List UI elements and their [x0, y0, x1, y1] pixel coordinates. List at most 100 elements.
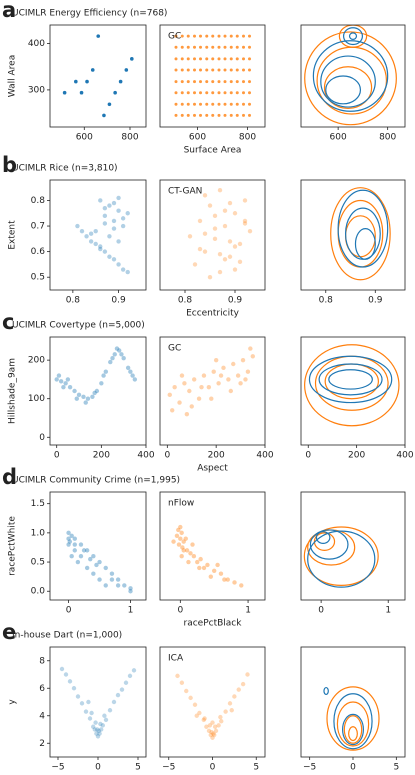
point	[217, 34, 221, 38]
point	[174, 68, 178, 72]
point	[242, 68, 245, 72]
method-label: nFlow	[168, 499, 194, 509]
point	[232, 244, 238, 249]
point	[118, 79, 123, 84]
point	[75, 694, 81, 699]
point	[199, 384, 204, 390]
method-label: GC	[168, 344, 181, 354]
point	[213, 728, 219, 734]
point	[188, 695, 193, 701]
point	[208, 574, 214, 579]
point	[93, 228, 98, 234]
point	[235, 68, 239, 72]
y-tick-label: 0.5	[31, 273, 45, 283]
point	[201, 717, 206, 723]
point	[248, 68, 251, 72]
point	[223, 45, 227, 49]
point	[188, 551, 193, 556]
y-tick-label: 0.0	[31, 587, 46, 597]
point	[96, 34, 101, 38]
point	[115, 583, 121, 588]
point	[84, 548, 90, 553]
point	[94, 388, 100, 394]
point	[210, 720, 215, 725]
contour-line	[315, 531, 331, 544]
point	[72, 542, 77, 547]
x-tick-label: 800	[239, 133, 256, 143]
point	[97, 731, 102, 736]
y-tick-label: 300	[28, 85, 45, 95]
point	[170, 408, 175, 413]
point	[88, 231, 94, 236]
point	[111, 218, 117, 224]
point	[90, 394, 95, 399]
point	[87, 716, 93, 721]
point	[91, 724, 96, 729]
point	[98, 198, 103, 203]
point	[128, 589, 133, 594]
point	[212, 724, 218, 729]
x-tick-label: 800	[379, 133, 396, 143]
point	[212, 732, 217, 738]
point	[187, 388, 192, 394]
point	[107, 254, 112, 259]
point	[229, 80, 233, 84]
point	[174, 533, 180, 538]
panel-letter: d	[2, 465, 17, 489]
y-tick-label: 400	[28, 39, 45, 49]
point	[211, 45, 215, 49]
axes-frame	[300, 646, 406, 758]
point	[197, 218, 203, 224]
plot-area	[304, 344, 400, 427]
y-axis-label: racePctWhite	[8, 516, 18, 576]
x-tick-label: −5	[303, 763, 316, 773]
point	[186, 45, 190, 49]
point	[123, 680, 129, 685]
point	[180, 68, 184, 72]
x-tick-label: 0.8	[178, 296, 193, 306]
plot-area	[187, 188, 253, 280]
point	[223, 102, 227, 106]
point	[125, 269, 130, 275]
point	[78, 542, 84, 547]
y-tick-label: 6	[39, 684, 45, 694]
point	[238, 381, 243, 386]
y-tick-label: 1.5	[31, 499, 45, 509]
point	[179, 373, 185, 378]
point	[215, 562, 220, 568]
point	[180, 113, 184, 117]
point	[67, 679, 73, 684]
point	[223, 709, 228, 714]
point	[84, 234, 89, 239]
point	[174, 102, 178, 106]
point	[237, 241, 243, 247]
axes-frame	[49, 336, 147, 446]
point	[175, 673, 180, 679]
x-tick-label: 0	[54, 451, 60, 461]
point	[67, 384, 73, 390]
point	[225, 577, 230, 582]
point	[197, 710, 202, 716]
point	[212, 213, 218, 219]
point	[245, 369, 251, 374]
point	[218, 571, 224, 576]
x-tick-label: 400	[256, 451, 273, 461]
point	[205, 34, 209, 38]
point	[177, 400, 182, 405]
point	[204, 724, 209, 729]
point	[205, 80, 209, 84]
axes-frame	[49, 646, 147, 758]
panel-letter: c	[2, 310, 14, 334]
point	[176, 542, 182, 547]
point	[96, 728, 102, 734]
point	[79, 701, 85, 706]
point	[226, 377, 231, 382]
contour-line	[333, 693, 373, 750]
point	[128, 586, 133, 591]
point	[213, 357, 219, 363]
x-tick-label: 1	[245, 606, 251, 616]
point	[86, 699, 91, 705]
point	[62, 90, 67, 95]
point	[193, 57, 196, 61]
point	[179, 680, 185, 685]
